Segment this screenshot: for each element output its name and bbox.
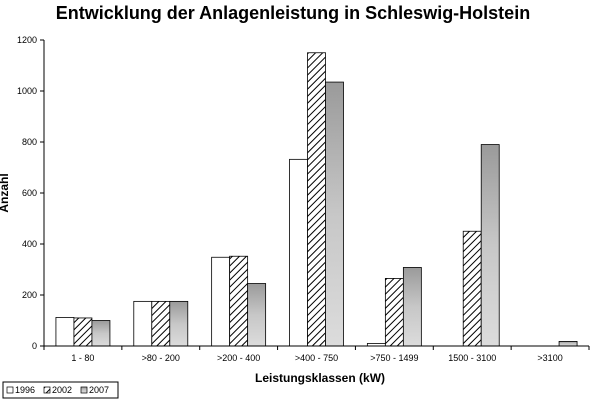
legend-label-1996: 1996: [15, 385, 35, 395]
x-tick-label: >400 - 750: [295, 353, 338, 363]
axes: [43, 40, 589, 347]
y-tick-label: 1000: [17, 86, 37, 96]
legend-swatch-1996: [6, 386, 14, 394]
bar-2007-1: [91, 320, 111, 347]
y-axis-ticks: 0 200 400 600 800 1000 1200: [17, 35, 44, 351]
x-tick-label: 1500 - 3100: [448, 353, 496, 363]
x-tick-label: 1 - 80: [71, 353, 94, 363]
legend-label-2007: 2007: [89, 385, 109, 395]
bar-1996-2: [133, 300, 153, 347]
x-tick-label: >80 - 200: [142, 353, 180, 363]
y-tick-label: 400: [22, 239, 37, 249]
bar-2007-7: [558, 341, 578, 347]
bar-2007-3: [247, 283, 267, 347]
bar-2007-5: [402, 267, 422, 347]
bar-2007-6: [480, 144, 500, 347]
y-tick-label: 800: [22, 137, 37, 147]
y-tick-label: 0: [32, 341, 37, 351]
y-axis-label: Anzahl: [0, 173, 11, 212]
bar-2002-3: [229, 255, 249, 347]
bar-2002-6: [462, 230, 482, 347]
legend-label-2002: 2002: [52, 385, 72, 395]
bar-2002-5: [384, 278, 404, 347]
legend-swatch-2002: [43, 386, 51, 394]
x-tick-label: >200 - 400: [217, 353, 260, 363]
legend-swatch-2007: [80, 386, 88, 394]
x-tick-label: >750 - 1499: [370, 353, 418, 363]
legend-box: [2, 381, 119, 399]
chart-title: Entwicklung der Anlagenleistung in Schle…: [56, 3, 530, 23]
bar-1996-1: [55, 317, 75, 347]
y-tick-label: 1200: [17, 35, 37, 45]
bar-2002-4: [307, 52, 326, 347]
bar-1996-3: [211, 256, 231, 347]
bar-2002-1: [73, 317, 93, 347]
legend: 1996 2002 2007: [2, 381, 119, 399]
x-axis-label: Leistungsklassen (kW): [255, 371, 385, 385]
y-tick-label: 600: [22, 188, 37, 198]
bar-2007-4: [325, 81, 344, 347]
x-axis-ticks: 1 - 80 >80 - 200 >200 - 400 >400 - 750 >750 …: [43, 346, 590, 363]
bar-2007-2: [169, 300, 189, 347]
bar-2002-2: [151, 300, 171, 347]
legend-items: 1996 2002 2007: [6, 385, 109, 395]
x-tick-label: >3100: [537, 353, 562, 363]
y-tick-label: 200: [22, 290, 37, 300]
bar-1996-4: [289, 158, 308, 347]
bars: [55, 52, 578, 347]
